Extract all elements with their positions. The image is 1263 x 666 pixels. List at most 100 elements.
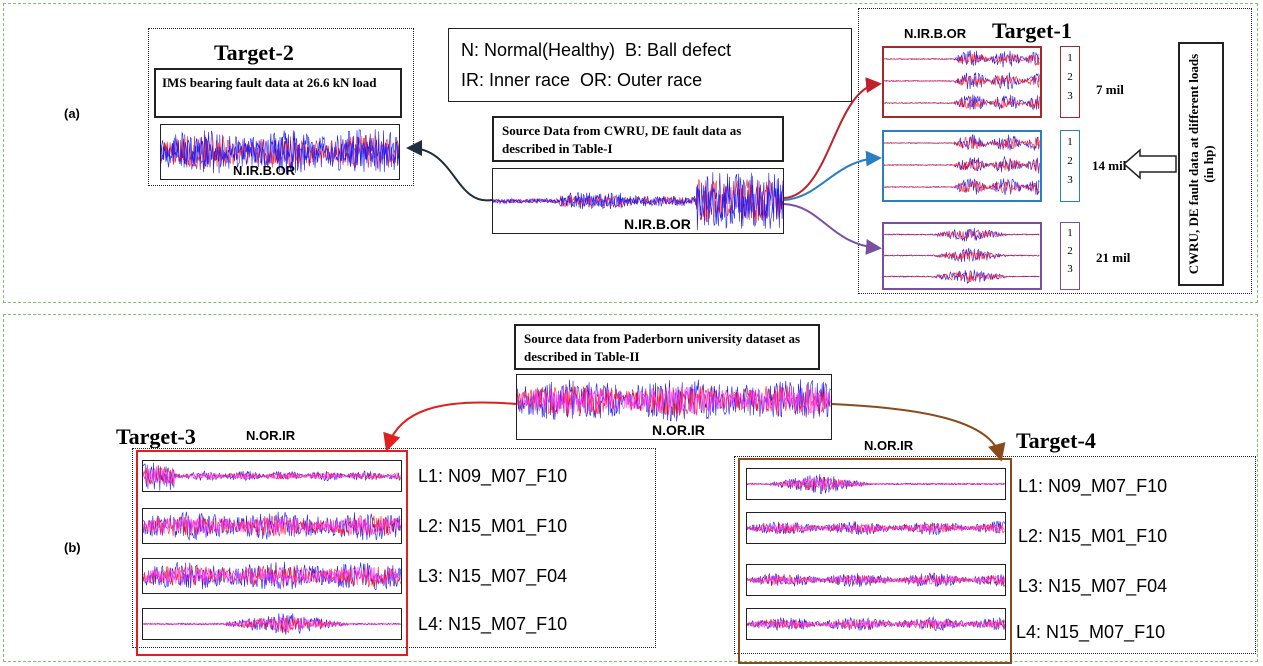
wave-7mil-1 bbox=[884, 49, 1040, 68]
waveform-trace bbox=[161, 136, 399, 168]
label-14mil: 14 mil bbox=[1092, 158, 1127, 173]
waveform-trace bbox=[884, 136, 1040, 150]
target3-wave-l4-svg bbox=[143, 613, 401, 635]
target3-wave-label: N.OR.IR bbox=[246, 428, 296, 443]
wave-14mil-2 bbox=[884, 155, 1040, 174]
waveform-trace bbox=[747, 477, 1005, 490]
target4-wave-l1-svg bbox=[747, 474, 1005, 495]
panel-a-label: (a) bbox=[64, 106, 80, 121]
target3-level-4: L4: N15_M07_F10 bbox=[418, 614, 568, 634]
target2-title: Target-2 bbox=[214, 40, 294, 65]
cwru-side-label: CWRU, DE fault data at different loads (… bbox=[1186, 53, 1216, 275]
num-21mil-1: 1 bbox=[1067, 227, 1073, 239]
target4-wave-l2-svg bbox=[747, 520, 1005, 536]
target4-wave-label: N.OR.IR bbox=[864, 438, 914, 453]
cwru-side-label-box: CWRU, DE fault data at different loads (… bbox=[1178, 42, 1224, 286]
waveform-trace bbox=[493, 181, 783, 220]
waveform-trace bbox=[143, 566, 401, 586]
panel-a bbox=[3, 3, 1258, 303]
target3-wave-l4 bbox=[142, 608, 402, 640]
waveform-trace bbox=[143, 616, 401, 632]
target3-wave-l2-svg bbox=[143, 511, 401, 541]
label-7mil: 7 mil bbox=[1096, 82, 1124, 97]
source-cwru-waveform bbox=[492, 168, 784, 234]
wave-7mil-2 bbox=[884, 72, 1040, 90]
source-cwru-caption-text: Source Data from CWRU, DE fault data as … bbox=[502, 123, 742, 156]
target4-level-4: L4: N15_M07_F10 bbox=[1016, 622, 1166, 642]
label-21mil: 21 mil bbox=[1096, 250, 1131, 265]
target2-wave-svg bbox=[161, 129, 399, 175]
source-cwru-caption: Source Data from CWRU, DE fault data as … bbox=[492, 116, 784, 162]
target3-title: Target-3 bbox=[116, 424, 196, 449]
target4-level-3: L3: N15_M07_F04 bbox=[1018, 576, 1168, 596]
target4-wave-l4 bbox=[746, 608, 1006, 640]
target4-wave-l1 bbox=[746, 468, 1006, 500]
num-14mil-3: 3 bbox=[1067, 174, 1073, 186]
source-paderborn-wave-label: N.OR.IR bbox=[652, 422, 705, 438]
waveform-trace bbox=[884, 94, 1040, 111]
source-paderborn-wave-svg bbox=[517, 379, 831, 422]
waveform-trace bbox=[884, 74, 1040, 88]
waveform-trace bbox=[884, 249, 1040, 262]
legend-line-2: IR: Inner race OR: Outer race bbox=[461, 70, 703, 90]
target4-title: Target-4 bbox=[1016, 428, 1096, 453]
panel-b bbox=[3, 314, 1258, 662]
target4-wave-l3-svg bbox=[747, 572, 1005, 588]
target3-level-3: L3: N15_M07_F04 bbox=[418, 566, 568, 586]
waveform-trace bbox=[747, 574, 1005, 586]
target3-wave-l3 bbox=[142, 558, 402, 594]
target1-group-21mil bbox=[882, 222, 1042, 290]
source-paderborn-waveform bbox=[516, 374, 832, 440]
target3-wave-l1-svg bbox=[143, 462, 401, 491]
target4-level-2: L2: N15_M01_F10 bbox=[1018, 526, 1168, 546]
numbers-21mil: 1 2 3 bbox=[1060, 222, 1080, 290]
target3-level-1: L1: N09_M07_F10 bbox=[418, 466, 568, 486]
waveform-trace bbox=[884, 247, 1040, 263]
waveform-trace bbox=[747, 615, 1005, 632]
target2-waveform bbox=[160, 124, 400, 180]
waveform-trace bbox=[493, 172, 783, 231]
waveform-trace bbox=[884, 228, 1040, 240]
waveform-trace bbox=[884, 180, 1040, 195]
waveform-trace bbox=[143, 516, 401, 536]
target4-wave-l4-svg bbox=[747, 615, 1005, 632]
num-7mil-1: 1 bbox=[1067, 52, 1073, 64]
panel-b-label: (b) bbox=[64, 540, 81, 555]
waveform-trace bbox=[884, 271, 1040, 283]
waveform-trace bbox=[884, 157, 1040, 173]
wave-7mil-3 bbox=[884, 94, 1040, 111]
num-7mil-2: 2 bbox=[1067, 71, 1073, 83]
target4-highlight-box bbox=[738, 458, 1012, 664]
wave-21mil-1 bbox=[884, 227, 1040, 242]
num-21mil-2: 2 bbox=[1067, 245, 1073, 257]
numbers-14mil: 1 2 3 bbox=[1060, 130, 1080, 202]
target3-level-2: L2: N15_M01_F10 bbox=[418, 516, 568, 536]
legend-line-1: N: Normal(Healthy) B: Ball defect bbox=[461, 40, 732, 60]
source-paderborn-caption: Source data from Paderborn university da… bbox=[514, 324, 820, 370]
waveform-trace bbox=[747, 522, 1005, 534]
target4-level-1: L1: N09_M07_F10 bbox=[1018, 476, 1168, 496]
waveform-trace bbox=[747, 618, 1005, 629]
target3-wave-l1 bbox=[142, 460, 402, 492]
target3-wave-l3-svg bbox=[143, 561, 401, 591]
target2-caption-text: IMS bearing fault data at 26.6 kN load bbox=[162, 75, 377, 90]
target3-wave-l2 bbox=[142, 508, 402, 544]
target1-title: Target-1 bbox=[992, 18, 1072, 43]
waveform-trace bbox=[884, 96, 1040, 110]
target4-wave-l3 bbox=[746, 564, 1006, 596]
target1-group-7mil bbox=[882, 46, 1042, 118]
num-7mil-3: 3 bbox=[1067, 90, 1073, 102]
wave-14mil-1 bbox=[884, 134, 1040, 152]
waveform-trace bbox=[143, 613, 401, 635]
wave-21mil-3 bbox=[884, 269, 1040, 285]
target1-group-14mil bbox=[882, 130, 1042, 202]
waveform-trace bbox=[143, 465, 401, 486]
target1-wave-label: N.IR.B.OR bbox=[904, 26, 967, 41]
source-paderborn-caption-text: Source data from Paderborn university da… bbox=[524, 331, 801, 364]
waveform-trace bbox=[747, 522, 1005, 534]
waveform-trace bbox=[517, 386, 831, 415]
fault-legend: N: Normal(Healthy) B: Ball defect IR: In… bbox=[448, 28, 852, 102]
num-21mil-3: 3 bbox=[1067, 263, 1073, 275]
target3-highlight-box bbox=[136, 450, 408, 656]
target4-wave-l2 bbox=[746, 512, 1006, 544]
